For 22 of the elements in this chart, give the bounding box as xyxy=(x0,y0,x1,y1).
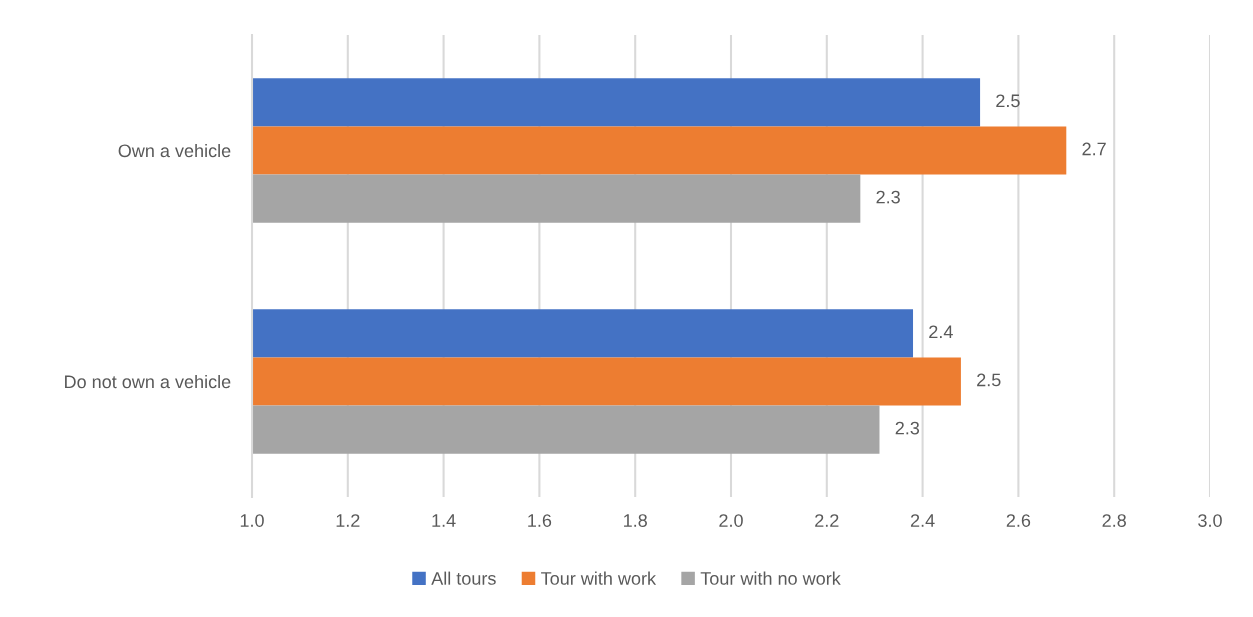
x-tick-label: 3.0 xyxy=(1198,514,1222,527)
x-tick-label: 2.2 xyxy=(815,514,839,527)
legend-label: Tour with no work xyxy=(700,571,841,585)
x-tick-label: 2.6 xyxy=(1006,514,1031,527)
y-tick-label: Own a vehicle xyxy=(118,143,231,158)
x-tick-label: 1.8 xyxy=(624,514,647,527)
data-label: 2.5 xyxy=(996,94,1020,108)
x-tick-label: 1.4 xyxy=(432,514,456,527)
legend-label: Tour with work xyxy=(541,571,657,585)
y-tick-label: Do not own a vehicle xyxy=(65,374,231,389)
x-tick-label: 2.4 xyxy=(910,514,935,527)
data-label: 2.3 xyxy=(895,421,920,435)
data-label: 2.4 xyxy=(929,325,953,339)
x-tick-label: 2.0 xyxy=(719,514,743,527)
x-tick-label: 1.6 xyxy=(528,514,552,527)
data-label: 2.5 xyxy=(977,373,1001,387)
data-label: 2.3 xyxy=(876,190,900,204)
x-tick-label: 1.0 xyxy=(240,514,264,527)
legend-label: All tours xyxy=(431,571,496,585)
x-tick-label: 2.8 xyxy=(1102,514,1126,527)
x-tick-label: 1.2 xyxy=(336,514,360,527)
data-label: 2.7 xyxy=(1082,142,1106,156)
